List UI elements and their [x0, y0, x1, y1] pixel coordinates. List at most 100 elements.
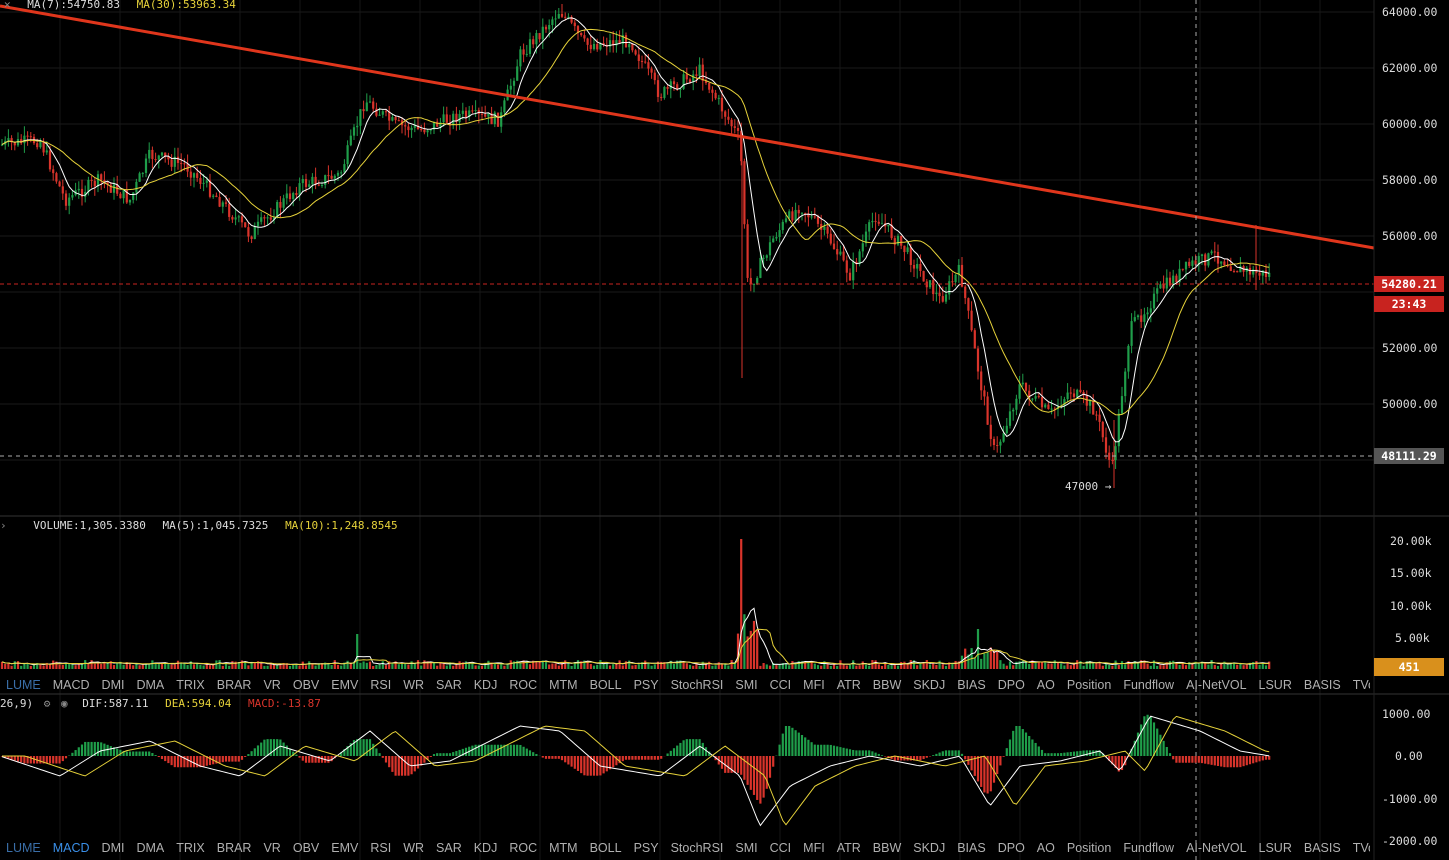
- candle-body: [836, 249, 839, 255]
- tab-emv[interactable]: EMV: [331, 678, 359, 692]
- macd-bar: [314, 756, 317, 763]
- tab-brar[interactable]: BRAR: [216, 678, 252, 692]
- tab-fundflow[interactable]: Fundflow: [1123, 678, 1175, 692]
- tab-atr[interactable]: ATR: [836, 841, 861, 855]
- tab-basis[interactable]: BASIS: [1303, 678, 1341, 692]
- tab-kdj[interactable]: KDJ: [473, 678, 498, 692]
- tab-mfi[interactable]: MFI: [803, 678, 825, 692]
- tab-trix[interactable]: TRIX: [176, 678, 205, 692]
- eye-icon[interactable]: ◉: [61, 697, 68, 710]
- tab-atr[interactable]: ATR: [836, 678, 861, 692]
- tab-boll[interactable]: BOLL: [589, 841, 622, 855]
- tab-smi[interactable]: SMI: [735, 841, 758, 855]
- tab-bias[interactable]: BIAS: [957, 841, 986, 855]
- settings-icon[interactable]: ⚙: [43, 697, 51, 710]
- tab-lsur[interactable]: LSUR: [1258, 841, 1292, 855]
- tab-sar[interactable]: SAR: [436, 678, 462, 692]
- macd-bar: [1015, 726, 1018, 756]
- volume-bar: [797, 661, 800, 669]
- tab-bias[interactable]: BIAS: [957, 678, 986, 692]
- macd-bar: [192, 756, 196, 768]
- tab-position[interactable]: Position: [1066, 678, 1112, 692]
- close-icon[interactable]: ✕: [4, 0, 11, 11]
- macd-bar: [938, 752, 941, 756]
- tab-obv[interactable]: OBV: [292, 841, 320, 855]
- volume-bar: [32, 664, 36, 669]
- macd-bar: [1223, 756, 1226, 768]
- tab-psy[interactable]: PSY: [633, 678, 659, 692]
- tab-stochrsi[interactable]: StochRSI: [670, 841, 724, 855]
- tab-macd[interactable]: MACD: [52, 678, 90, 692]
- tab-tvolume[interactable]: TVolume: [1352, 841, 1370, 855]
- tab-rsi[interactable]: RSI: [370, 841, 392, 855]
- volume-bar: [557, 665, 560, 669]
- tab-obv[interactable]: OBV: [292, 678, 320, 692]
- macd-bar: [756, 756, 759, 800]
- volume-bar: [167, 663, 170, 669]
- tab-skdj[interactable]: SKDJ: [913, 841, 946, 855]
- tab-macd[interactable]: MACD: [52, 841, 90, 855]
- candle-body: [980, 371, 983, 391]
- tab-sar[interactable]: SAR: [436, 841, 462, 855]
- tab-roc[interactable]: ROC: [509, 841, 538, 855]
- chevron-icon[interactable]: ›: [0, 519, 7, 532]
- tab-lume[interactable]: LUME: [6, 841, 41, 855]
- tab-mtm[interactable]: MTM: [549, 678, 578, 692]
- tab-dma[interactable]: DMA: [136, 678, 165, 692]
- tab-wr[interactable]: WR: [403, 678, 425, 692]
- candle-body: [429, 129, 432, 131]
- tab-kdj[interactable]: KDJ: [473, 841, 498, 855]
- volume-bar: [244, 662, 247, 669]
- tab-dpo[interactable]: DPO: [997, 841, 1025, 855]
- tab-smi[interactable]: SMI: [735, 678, 758, 692]
- tab-ai-netvol[interactable]: AI-NetVOL: [1186, 841, 1247, 855]
- macd-bar: [829, 744, 832, 756]
- macd-bar: [279, 739, 282, 756]
- tab-lume[interactable]: LUME: [6, 678, 41, 692]
- tab-dmi[interactable]: DMI: [101, 678, 125, 692]
- tab-position[interactable]: Position: [1066, 841, 1112, 855]
- tab-emv[interactable]: EMV: [331, 841, 359, 855]
- tab-psy[interactable]: PSY: [633, 841, 659, 855]
- tab-dmi[interactable]: DMI: [101, 841, 125, 855]
- tab-mfi[interactable]: MFI: [803, 841, 825, 855]
- tab-trix[interactable]: TRIX: [176, 841, 205, 855]
- tab-dpo[interactable]: DPO: [997, 678, 1025, 692]
- tab-wr[interactable]: WR: [403, 841, 425, 855]
- volume-bar: [836, 665, 839, 669]
- tab-vr[interactable]: VR: [263, 841, 281, 855]
- candle-body: [404, 125, 407, 127]
- tab-bbw[interactable]: BBW: [872, 678, 902, 692]
- candle-body: [7, 138, 10, 141]
- volume-bar: [541, 660, 544, 669]
- candle-body: [816, 216, 820, 224]
- tab-lsur[interactable]: LSUR: [1258, 678, 1292, 692]
- tab-fundflow[interactable]: Fundflow: [1123, 841, 1175, 855]
- tab-stochrsi[interactable]: StochRSI: [670, 678, 724, 692]
- tab-basis[interactable]: BASIS: [1303, 841, 1341, 855]
- candle-body: [375, 108, 378, 116]
- tab-bbw[interactable]: BBW: [872, 841, 902, 855]
- candle-body: [778, 230, 781, 238]
- volume-bar: [170, 664, 173, 669]
- price-axis-label: 62000.00: [1382, 61, 1438, 75]
- tab-cci[interactable]: CCI: [769, 841, 792, 855]
- macd-bar: [762, 756, 765, 798]
- tab-ao[interactable]: AO: [1036, 678, 1055, 692]
- macd-bar: [772, 756, 775, 767]
- tab-vr[interactable]: VR: [263, 678, 281, 692]
- tab-tvolume[interactable]: TVolume: [1352, 678, 1370, 692]
- tab-ao[interactable]: AO: [1036, 841, 1055, 855]
- tab-skdj[interactable]: SKDJ: [913, 678, 946, 692]
- tab-mtm[interactable]: MTM: [549, 841, 578, 855]
- tab-dma[interactable]: DMA: [136, 841, 165, 855]
- candle-body: [900, 235, 903, 246]
- tab-rsi[interactable]: RSI: [370, 678, 392, 692]
- tab-ai-netvol[interactable]: AI-NetVOL: [1186, 678, 1247, 692]
- volume-bar: [896, 665, 900, 669]
- tab-cci[interactable]: CCI: [769, 678, 792, 692]
- tab-roc[interactable]: ROC: [509, 678, 538, 692]
- tab-boll[interactable]: BOLL: [589, 678, 622, 692]
- tab-brar[interactable]: BRAR: [216, 841, 252, 855]
